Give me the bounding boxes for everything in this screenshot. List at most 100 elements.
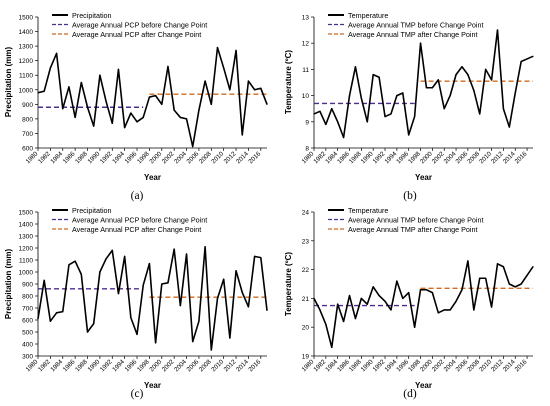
panel-label: (b) [403, 190, 417, 202]
data-point [479, 113, 481, 115]
legend-label: Average Annual PCP before Change Point [72, 20, 207, 29]
y-axis-title: Precipitation (mm) [4, 47, 13, 118]
y-tick-label: 1100 [19, 73, 33, 80]
y-tick-label: 1000 [19, 87, 34, 94]
data-point [502, 108, 505, 110]
data-point [496, 263, 499, 265]
data-point [325, 323, 327, 325]
data-point [68, 86, 70, 88]
data-point [384, 300, 386, 302]
data-point [223, 67, 225, 69]
y-axis-title: Temperature (ºC) [284, 252, 293, 316]
data-point [235, 49, 237, 52]
x-tick-label: 2000 [148, 358, 163, 373]
x-tick-label: 2008 [198, 358, 213, 373]
data-point [142, 116, 144, 119]
data-point [254, 89, 256, 91]
y-tick-label: 1100 [19, 258, 33, 265]
data-point [136, 333, 138, 335]
y-tick-label: 1200 [19, 58, 34, 65]
y-tick-label: 10 [302, 93, 310, 100]
data-point [37, 92, 39, 94]
chart-panel-d: 1920212223241980198219841986198819901992… [284, 206, 534, 400]
data-point [62, 311, 64, 313]
x-tick-label: 2010 [210, 150, 225, 165]
y-tick-label: 1300 [19, 234, 34, 241]
x-tick-label: 1986 [336, 150, 351, 165]
x-tick-label: 2012 [490, 358, 505, 373]
x-tick-label: 2000 [419, 150, 434, 165]
y-tick-label: 500 [22, 330, 33, 337]
x-tick-label: 1988 [74, 358, 89, 373]
x-tick-label: 2016 [247, 358, 262, 373]
x-tick-label: 2004 [173, 150, 188, 165]
data-point [198, 320, 200, 322]
data-point [485, 277, 487, 279]
x-tick-label: 1990 [86, 150, 101, 165]
data-point [260, 257, 262, 259]
data-point [111, 122, 113, 124]
y-tick-label: 900 [22, 102, 33, 109]
chart-panel-b: 8910111213198019821984198619881990199219… [284, 11, 534, 202]
data-point [449, 309, 451, 311]
data-point [508, 283, 510, 285]
x-tick-label: 2014 [235, 358, 250, 373]
data-point [325, 123, 327, 126]
data-point [62, 108, 64, 110]
x-tick-label: 1992 [99, 150, 114, 165]
x-tick-label: 1988 [348, 150, 363, 165]
x-tick-label: 2006 [185, 150, 200, 165]
x-tick-label: 1982 [37, 150, 52, 165]
data-point [419, 289, 422, 291]
y-tick-label: 23 [302, 238, 310, 245]
data-point [331, 346, 333, 348]
data-point [241, 291, 243, 293]
y-tick-label: 800 [22, 294, 33, 301]
data-point [142, 284, 144, 286]
data-point [337, 121, 339, 123]
legend-label: Temperature [348, 11, 388, 20]
y-tick-label: 400 [22, 342, 33, 349]
data-point [479, 277, 481, 279]
data-point [378, 76, 380, 78]
x-tick-label: 1994 [111, 358, 126, 373]
y-tick-label: 21 [302, 296, 310, 303]
data-point [455, 300, 457, 302]
data-point [437, 312, 439, 314]
y-tick-label: 1000 [19, 270, 34, 277]
data-point [161, 283, 163, 285]
data-point [43, 279, 45, 281]
data-point [354, 66, 357, 68]
data-point [235, 270, 237, 272]
data-point [37, 318, 39, 320]
data-point [366, 303, 368, 305]
y-tick-label: 1500 [19, 210, 34, 217]
x-tick-label: 1996 [124, 150, 139, 165]
legend-label: Average Annual TMP after Change Point [348, 225, 477, 234]
data-point [99, 271, 101, 273]
x-tick-label: 2002 [161, 358, 176, 373]
data-point [49, 320, 51, 322]
x-tick-label: 2004 [173, 358, 188, 373]
data-point [366, 121, 368, 123]
y-tick-label: 800 [22, 116, 33, 123]
x-tick-label: 1992 [99, 358, 114, 373]
series-line [37, 46, 268, 148]
x-tick-label: 2016 [514, 150, 529, 165]
data-point [117, 293, 120, 295]
data-point [198, 109, 200, 111]
data-point [49, 67, 51, 69]
x-tick-label: 2014 [235, 150, 250, 165]
y-tick-label: 1300 [19, 44, 34, 51]
x-tick-label: 2010 [210, 358, 225, 373]
legend-label: Average Annual PCP after Change Point [72, 30, 201, 39]
legend-label: Precipitation [72, 11, 112, 20]
x-axis-title: Year [144, 381, 161, 390]
data-point [520, 283, 522, 285]
data-point [241, 134, 243, 136]
data-point [55, 312, 58, 314]
panel-label: (c) [131, 388, 144, 400]
x-tick-label: 1990 [360, 150, 375, 165]
